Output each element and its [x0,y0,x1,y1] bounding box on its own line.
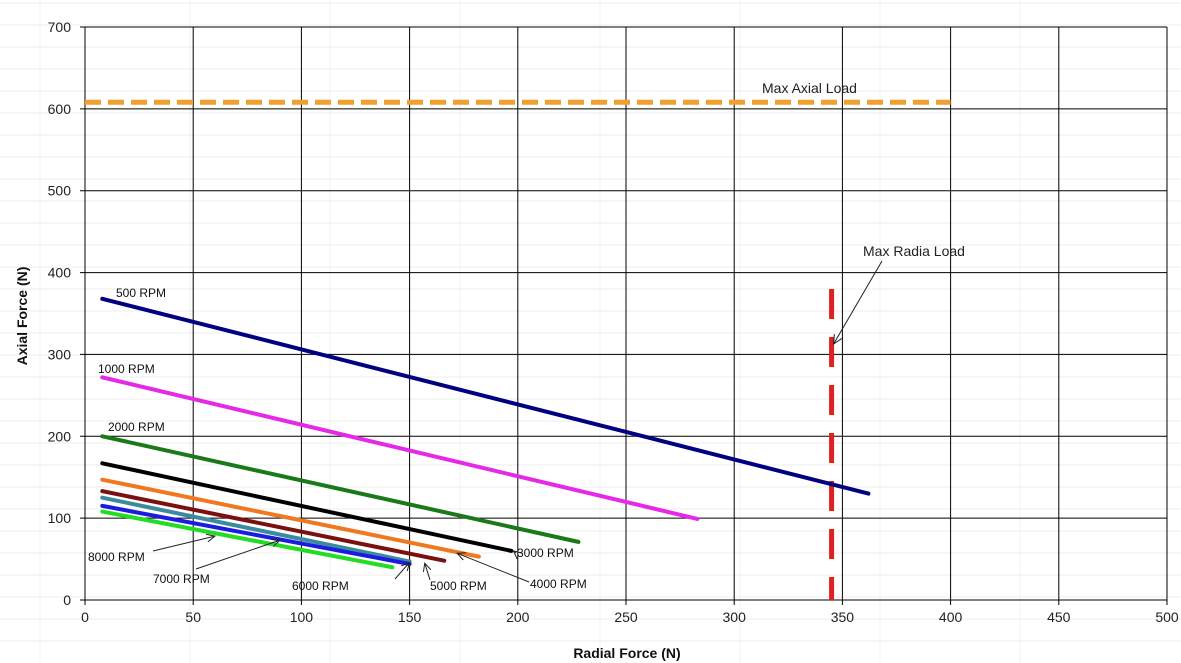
series-label-5000-rpm: 5000 RPM [430,579,487,593]
x-tick-label: 0 [81,609,89,625]
arrow-4000-rpm [457,552,530,583]
series-labels: 500 RPM 1000 RPM 2000 RPM 3000 RPM 4000 RPM 5… [88,286,587,593]
arrowhead-max-radial-load [833,333,843,345]
y-tick-label: 100 [48,510,72,526]
arrowhead-7000-rpm [270,538,281,547]
x-tick-label: 400 [939,609,963,625]
series-label-7000-rpm: 7000 RPM [153,572,210,586]
arrowhead-8000-rpm [205,533,216,543]
x-axis-title: Radial Force (N) [573,645,680,661]
limit-lines [85,99,951,600]
arrow-5000-rpm [424,563,431,581]
series-label-1000-rpm: 1000 RPM [98,362,155,376]
series-label-2000-rpm: 2000 RPM [108,420,165,434]
series-lines [100,296,871,570]
x-tick-label: 350 [831,609,855,625]
arrow-6000-rpm [394,562,410,580]
arrowhead-3000-rpm [512,550,523,560]
series-line-6000-rpm [100,495,412,564]
series-line-500-rpm [100,296,871,496]
arrow-8000-rpm [152,535,215,552]
series-line-8000-rpm [100,509,395,570]
x-tick-label: 200 [506,609,530,625]
arrowhead-4000-rpm [456,552,467,561]
x-tick-label: 50 [185,609,201,625]
x-tick-labels: 0 50 100 150 200 250 300 350 400 450 500 [81,609,1179,625]
x-tick-label: 450 [1047,609,1071,625]
limit-label-max-axial-load: Max Axial Load [762,80,857,96]
series-label-500-rpm: 500 RPM [116,286,166,300]
y-tick-label: 600 [48,101,72,117]
series-line-3000-rpm [100,461,514,553]
y-tick-label: 0 [63,592,71,608]
series-label-3000-rpm: 3000 RPM [517,546,574,560]
arrowhead-5000-rpm [422,562,432,573]
y-tick-label: 200 [48,428,72,444]
series-label-4000-rpm: 4000 RPM [530,577,587,591]
series-line-2000-rpm [100,434,581,544]
y-tick-labels: 0 100 200 300 400 500 600 700 [48,19,72,608]
y-axis-title: Axial Force (N) [14,267,30,366]
label-arrows [152,260,883,583]
arrow-max-radial-load [833,260,883,345]
limit-labels: Max Axial Load Max Radia Load [762,80,965,259]
series-line-5000-rpm [100,489,447,563]
y-tick-label: 500 [48,183,72,199]
series-label-8000-rpm: 8000 RPM [88,550,145,564]
series-line-7000-rpm [100,503,412,566]
x-tick-label: 300 [723,609,747,625]
y-tick-label: 700 [48,19,72,35]
series-line-4000-rpm [100,477,481,559]
series-line-1000-rpm [100,375,700,521]
x-tick-label: 100 [290,609,314,625]
x-tick-label: 150 [398,609,422,625]
series-label-6000-rpm: 6000 RPM [292,579,349,593]
arrowhead-6000-rpm [401,561,411,572]
x-tick-label: 500 [1155,609,1179,625]
y-tick-label: 300 [48,346,72,362]
arrow-7000-rpm [195,539,280,570]
limit-label-max-radia-load: Max Radia Load [863,243,965,259]
x-tick-label: 250 [614,609,638,625]
y-tick-label: 400 [48,265,72,281]
